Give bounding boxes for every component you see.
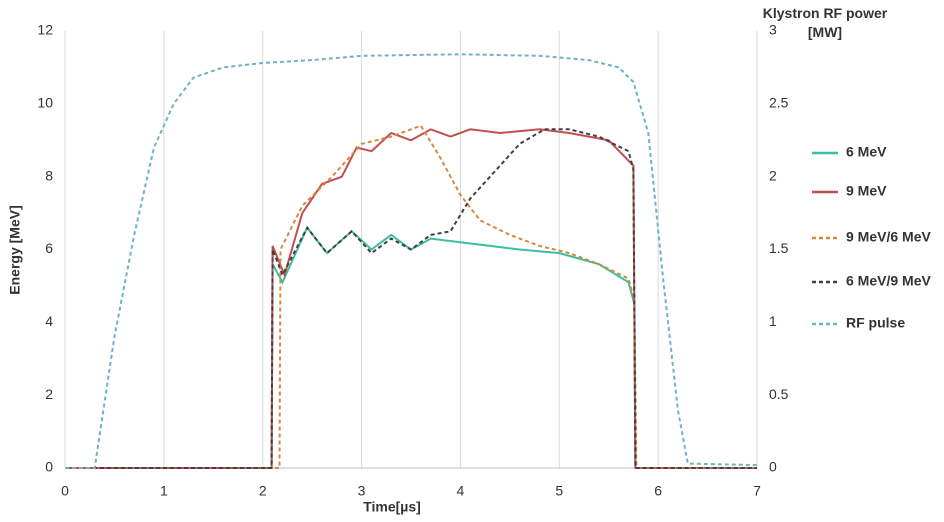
y2-axis-label: Klystron RF power [MW] [762, 5, 888, 40]
y2-tick-label: 3 [769, 22, 777, 38]
x-tick-label: 7 [753, 483, 761, 499]
series-line [65, 53, 758, 469]
y2-tick-label: 0.5 [769, 386, 789, 402]
legend-label: 6 MeV/9 MeV [846, 273, 931, 289]
x-tick-label: 5 [555, 483, 563, 499]
y-tick-label: 2 [45, 386, 53, 402]
y2-tick-label: 2.5 [769, 95, 789, 111]
series-line [65, 124, 757, 469]
y2-tick-label: 1 [769, 313, 777, 329]
x-tick-label: 4 [457, 483, 465, 499]
y-tick-label: 6 [45, 240, 53, 256]
y2-tick-label: 1.5 [769, 240, 789, 256]
x-tick-label: 1 [160, 483, 168, 499]
x-axis-label: Time[µs] [363, 499, 421, 515]
y2-tick-label: 2 [769, 167, 777, 183]
legend-label: 9 MeV [846, 183, 887, 199]
y-tick-label: 4 [45, 313, 53, 329]
series-line [65, 128, 757, 469]
legend-label: 9 MeV/6 MeV [846, 229, 931, 245]
x-tick-label: 6 [654, 483, 662, 499]
x-tick-label: 2 [259, 483, 267, 499]
series-line [65, 128, 757, 469]
y-tick-label: 10 [37, 95, 53, 111]
x-tick-label: 0 [61, 483, 69, 499]
y-tick-label: 12 [37, 22, 53, 38]
y2-tick-label: 0 [769, 459, 777, 475]
legend-label: 6 MeV [846, 144, 887, 160]
series-line [65, 225, 757, 469]
y-tick-label: 0 [45, 459, 53, 475]
legend-label: RF pulse [846, 315, 905, 331]
y-tick-label: 8 [45, 167, 53, 183]
x-tick-label: 3 [358, 483, 366, 499]
y-axis-label: Energy [MeV] [7, 205, 23, 294]
